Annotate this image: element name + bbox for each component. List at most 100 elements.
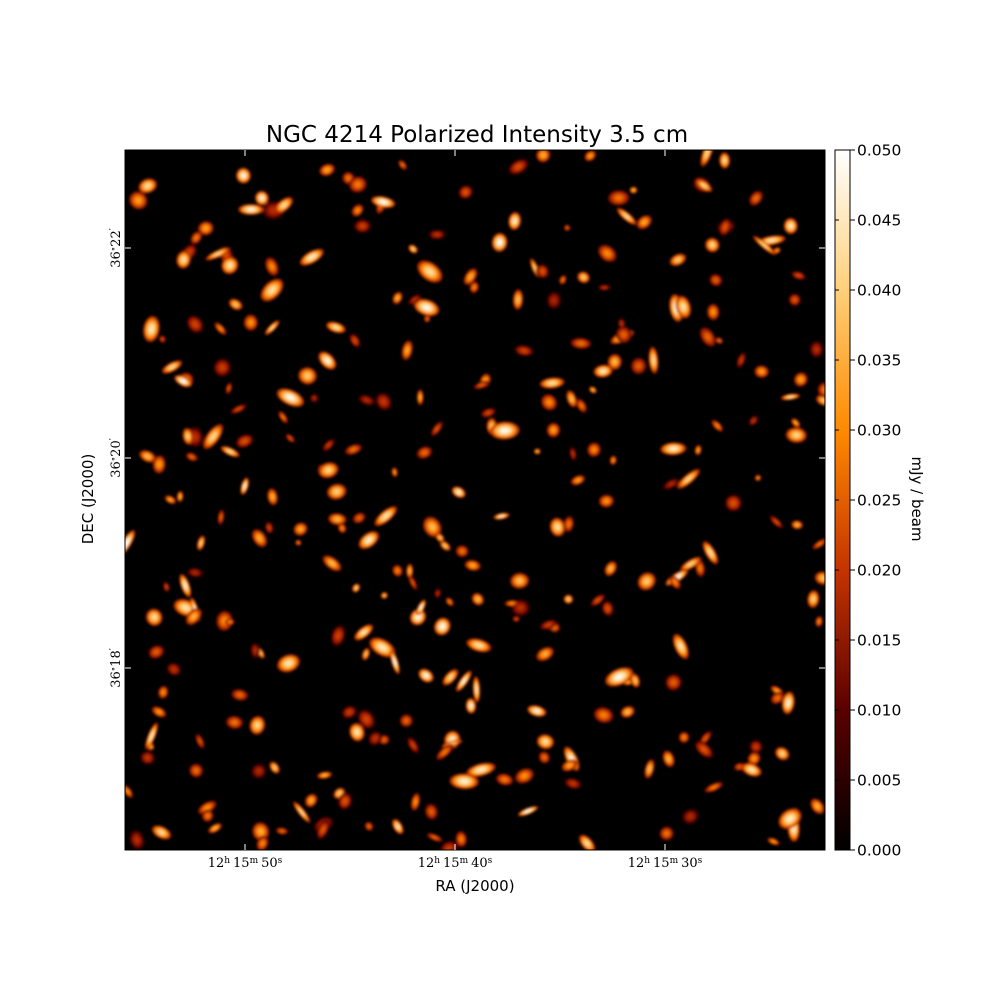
emission-blob	[180, 379, 186, 383]
emission-blob	[260, 841, 265, 846]
emission-blob	[243, 483, 246, 489]
emission-blob	[253, 648, 257, 653]
emission-blob	[705, 150, 709, 157]
emission-blob	[233, 302, 238, 307]
emission-blob	[382, 738, 386, 742]
emission-blob	[412, 298, 417, 301]
y-axis-label: DEC (J2000)	[79, 454, 97, 545]
emission-blob	[227, 386, 230, 390]
emission-blob	[393, 470, 396, 474]
emission-blob	[817, 542, 822, 546]
emission-blob	[423, 305, 431, 310]
emission-blob	[543, 739, 548, 744]
emission-blob	[281, 415, 285, 419]
emission-blob	[632, 189, 635, 192]
emission-blob	[236, 407, 241, 411]
emission-blob	[798, 377, 803, 382]
emission-blob	[414, 799, 417, 805]
emission-blob	[752, 756, 756, 761]
emission-blob	[796, 274, 801, 277]
emission-blob	[595, 598, 600, 602]
emission-blob	[615, 674, 624, 680]
emission-blob	[268, 286, 276, 294]
emission-blob	[257, 535, 262, 541]
emission-blob	[401, 163, 404, 167]
emission-blob	[329, 561, 335, 566]
emission-blob	[442, 749, 448, 755]
emission-blob	[186, 433, 190, 439]
colorbar-tick-label: 0.045	[857, 212, 901, 230]
colorbar-tick-label: 0.030	[857, 422, 901, 440]
emission-blob	[459, 836, 463, 842]
emission-blob	[786, 699, 791, 707]
emission-blob	[355, 208, 360, 213]
emission-blob	[546, 623, 551, 627]
emission-blob	[714, 278, 718, 282]
emission-blob	[382, 513, 389, 519]
emission-blob	[567, 763, 572, 768]
emission-blob	[190, 455, 194, 459]
emission-blob	[748, 767, 755, 772]
emission-blob	[393, 658, 397, 666]
y-axis-ticks: 36∘22′ 36∘20′ 36∘18′	[109, 228, 825, 688]
emission-blob	[304, 373, 311, 379]
emission-blob	[436, 592, 439, 595]
emission-blob	[273, 765, 277, 770]
emission-blob	[542, 755, 546, 760]
emission-blob	[687, 562, 694, 566]
emission-blob	[411, 580, 415, 585]
emission-blob	[516, 578, 523, 584]
x-axis-label: RA (J2000)	[435, 877, 514, 895]
emission-blob	[161, 338, 164, 341]
emission-blob	[258, 828, 264, 835]
emission-blob	[405, 347, 409, 354]
emission-blob	[820, 576, 825, 581]
emission-blob	[600, 369, 606, 373]
emission-blob	[426, 317, 429, 320]
emission-blob	[578, 341, 584, 345]
emission-blob	[723, 224, 727, 230]
emission-blob	[671, 680, 676, 685]
emission-blob	[731, 500, 736, 506]
emission-blob	[775, 696, 780, 700]
emission-blob	[255, 722, 260, 728]
emission-blob	[232, 720, 237, 725]
emission-blob	[242, 439, 247, 443]
emission-blob	[774, 520, 779, 524]
emission-blob	[669, 446, 677, 451]
emission-blob	[463, 190, 468, 195]
emission-blob	[500, 428, 509, 434]
emission-blob	[448, 600, 451, 604]
emission-blob	[767, 238, 776, 242]
emission-blob	[324, 358, 330, 364]
emission-blob	[325, 467, 332, 473]
emission-blob	[288, 436, 292, 440]
emission-blob	[540, 269, 545, 274]
emission-blob	[145, 454, 150, 459]
emission-blob	[542, 652, 548, 656]
emission-blob	[775, 249, 778, 252]
emission-blob	[194, 768, 199, 773]
plot-frame	[124, 149, 826, 851]
emission-blob	[411, 247, 415, 251]
emission-blob	[360, 224, 365, 229]
emission-blob	[664, 831, 669, 836]
emission-blob	[181, 257, 186, 263]
emission-blob	[525, 809, 531, 813]
emission-blob	[606, 606, 610, 611]
emission-blob	[575, 478, 580, 482]
emission-blob	[757, 476, 759, 479]
emission-blob	[681, 303, 686, 311]
emission-blob	[754, 196, 758, 201]
emission-blob	[157, 461, 162, 467]
emission-blob	[285, 660, 292, 666]
emission-blob	[326, 443, 331, 447]
emission-blob	[438, 536, 442, 539]
emission-blob	[340, 526, 344, 530]
emission-blob	[435, 426, 439, 431]
emission-blob	[192, 571, 198, 574]
emission-blob	[612, 459, 615, 462]
emission-blob	[499, 515, 504, 518]
emission-blob	[321, 826, 325, 833]
